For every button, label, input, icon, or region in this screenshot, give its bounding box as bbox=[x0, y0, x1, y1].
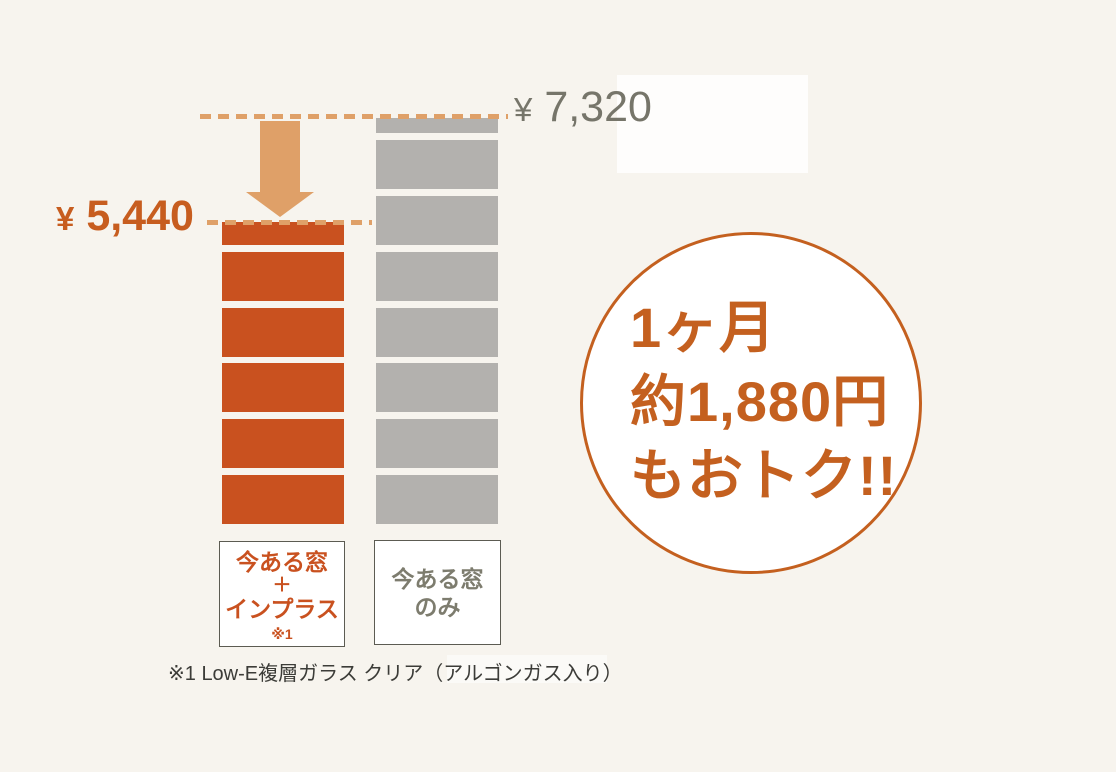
footnote: ※1 Low-E複層ガラス クリア（アルゴンガス入り） bbox=[168, 663, 623, 685]
bar-segment bbox=[222, 475, 344, 524]
yen-symbol: ¥ bbox=[514, 91, 533, 128]
category-label-existing-only: 今ある窓 のみ bbox=[374, 540, 501, 645]
bar-segment bbox=[222, 222, 344, 245]
bar-segment bbox=[376, 196, 498, 245]
plus-icon: ＋ bbox=[272, 575, 292, 596]
yen-symbol: ¥ bbox=[56, 200, 75, 237]
dashed-guideline-top bbox=[200, 114, 508, 119]
savings-badge-line2: 約1,880円 bbox=[630, 370, 890, 433]
bar-segment bbox=[222, 363, 344, 413]
background-highlight bbox=[447, 655, 607, 683]
category-label-line: 今ある窓 bbox=[391, 565, 484, 592]
arrow-head bbox=[246, 192, 314, 217]
category-label-line: 今ある窓 bbox=[236, 549, 328, 575]
bar-segment bbox=[222, 307, 344, 357]
price-label-inplus: ¥ 5,440 bbox=[56, 192, 194, 241]
savings-badge: 1ヶ月 約1,880円 もおトク!! bbox=[580, 232, 922, 574]
bar-segment bbox=[376, 363, 498, 413]
bar-segment bbox=[376, 118, 498, 134]
arrow-shaft bbox=[260, 121, 300, 192]
bar-segment bbox=[376, 307, 498, 357]
bar-segment bbox=[376, 475, 498, 524]
price-label-existing: ¥ 7,320 bbox=[514, 83, 652, 132]
dashed-guideline-savings bbox=[207, 220, 372, 225]
category-label-line: インプラス bbox=[225, 596, 339, 622]
bar-segment bbox=[222, 419, 344, 469]
savings-badge-line1: 1ヶ月 bbox=[630, 296, 777, 359]
savings-arrow-icon bbox=[246, 121, 314, 217]
price-value: 5,440 bbox=[86, 192, 194, 240]
footnote-reference: ※1 bbox=[271, 626, 293, 642]
bar-segment bbox=[376, 419, 498, 469]
bar-segment bbox=[376, 251, 498, 301]
savings-badge-text: 1ヶ月 約1,880円 もおトク!! bbox=[630, 291, 897, 513]
bar-segment bbox=[222, 251, 344, 301]
price-value: 7,320 bbox=[544, 83, 652, 131]
savings-badge-line3: もおトク!! bbox=[630, 444, 898, 507]
category-label-inplus: 今ある窓 ＋ インプラス ※1 bbox=[219, 541, 345, 647]
background-highlight bbox=[617, 75, 808, 173]
bar-segment bbox=[376, 140, 498, 190]
category-label-line: のみ bbox=[414, 593, 461, 620]
